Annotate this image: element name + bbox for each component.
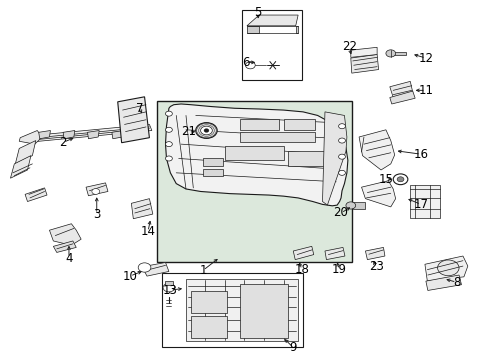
Bar <box>224 146 283 160</box>
Polygon shape <box>425 275 461 291</box>
Circle shape <box>138 263 151 272</box>
Polygon shape <box>86 183 108 196</box>
Polygon shape <box>203 169 222 176</box>
Circle shape <box>165 141 172 147</box>
Polygon shape <box>19 131 42 144</box>
Text: 16: 16 <box>413 148 427 161</box>
Polygon shape <box>49 224 81 245</box>
Circle shape <box>338 154 345 159</box>
Polygon shape <box>53 241 76 252</box>
Text: 17: 17 <box>413 198 427 211</box>
Polygon shape <box>39 131 50 139</box>
Polygon shape <box>118 97 149 143</box>
Polygon shape <box>15 140 36 164</box>
Polygon shape <box>185 279 298 341</box>
Circle shape <box>245 62 255 69</box>
Polygon shape <box>361 181 395 207</box>
Circle shape <box>165 156 172 161</box>
Bar <box>190 316 227 338</box>
Polygon shape <box>350 47 376 57</box>
Polygon shape <box>63 131 75 139</box>
Circle shape <box>195 123 217 138</box>
Circle shape <box>203 129 208 132</box>
Text: 4: 4 <box>65 252 73 265</box>
Polygon shape <box>424 256 467 281</box>
Text: 18: 18 <box>294 263 309 276</box>
Polygon shape <box>246 26 259 33</box>
Text: 22: 22 <box>341 40 356 53</box>
Bar <box>239 132 315 142</box>
Text: 21: 21 <box>181 125 196 139</box>
Polygon shape <box>350 54 378 73</box>
Polygon shape <box>25 188 47 202</box>
Text: 2: 2 <box>59 136 67 149</box>
Text: 5: 5 <box>254 6 261 19</box>
Text: 6: 6 <box>242 56 249 69</box>
Polygon shape <box>87 131 99 139</box>
Circle shape <box>345 202 355 209</box>
Text: 19: 19 <box>331 263 346 276</box>
Polygon shape <box>352 202 365 209</box>
Circle shape <box>92 189 100 194</box>
Polygon shape <box>10 156 31 178</box>
Circle shape <box>163 283 174 292</box>
Text: 3: 3 <box>93 208 100 221</box>
Bar <box>283 119 315 130</box>
Text: 23: 23 <box>368 260 383 273</box>
Bar <box>190 291 227 313</box>
Bar <box>157 101 351 262</box>
Polygon shape <box>112 131 123 139</box>
Circle shape <box>338 170 345 175</box>
Polygon shape <box>389 91 414 104</box>
Polygon shape <box>293 246 313 260</box>
Polygon shape <box>203 158 222 166</box>
Text: 15: 15 <box>378 173 392 186</box>
Bar <box>288 151 331 166</box>
Polygon shape <box>142 262 168 276</box>
Text: 14: 14 <box>140 225 155 238</box>
Bar <box>239 284 288 338</box>
Text: 13: 13 <box>163 284 178 297</box>
Circle shape <box>165 111 172 116</box>
Bar <box>409 185 439 218</box>
Bar <box>161 273 303 347</box>
Polygon shape <box>389 81 412 98</box>
Bar <box>242 10 302 80</box>
Polygon shape <box>131 199 153 219</box>
Circle shape <box>338 124 345 129</box>
Bar <box>239 119 278 130</box>
Polygon shape <box>246 15 298 26</box>
Circle shape <box>437 260 458 276</box>
Polygon shape <box>165 104 347 206</box>
Polygon shape <box>24 125 152 142</box>
Circle shape <box>396 177 403 182</box>
Circle shape <box>392 174 407 185</box>
Polygon shape <box>164 281 173 285</box>
Text: 7: 7 <box>136 102 143 115</box>
Text: 12: 12 <box>418 51 432 64</box>
Polygon shape <box>295 26 298 33</box>
Polygon shape <box>390 51 406 55</box>
Circle shape <box>200 126 212 135</box>
Text: 8: 8 <box>452 276 459 289</box>
Circle shape <box>165 127 172 132</box>
Text: 10: 10 <box>122 270 137 283</box>
Text: 20: 20 <box>333 207 348 220</box>
Polygon shape <box>365 247 384 260</box>
Polygon shape <box>325 247 344 260</box>
Polygon shape <box>322 112 346 205</box>
Circle shape <box>385 50 395 57</box>
Text: 9: 9 <box>289 341 296 354</box>
Polygon shape <box>358 130 394 170</box>
Text: 1: 1 <box>199 264 206 277</box>
Circle shape <box>338 138 345 143</box>
Text: 11: 11 <box>418 84 432 97</box>
